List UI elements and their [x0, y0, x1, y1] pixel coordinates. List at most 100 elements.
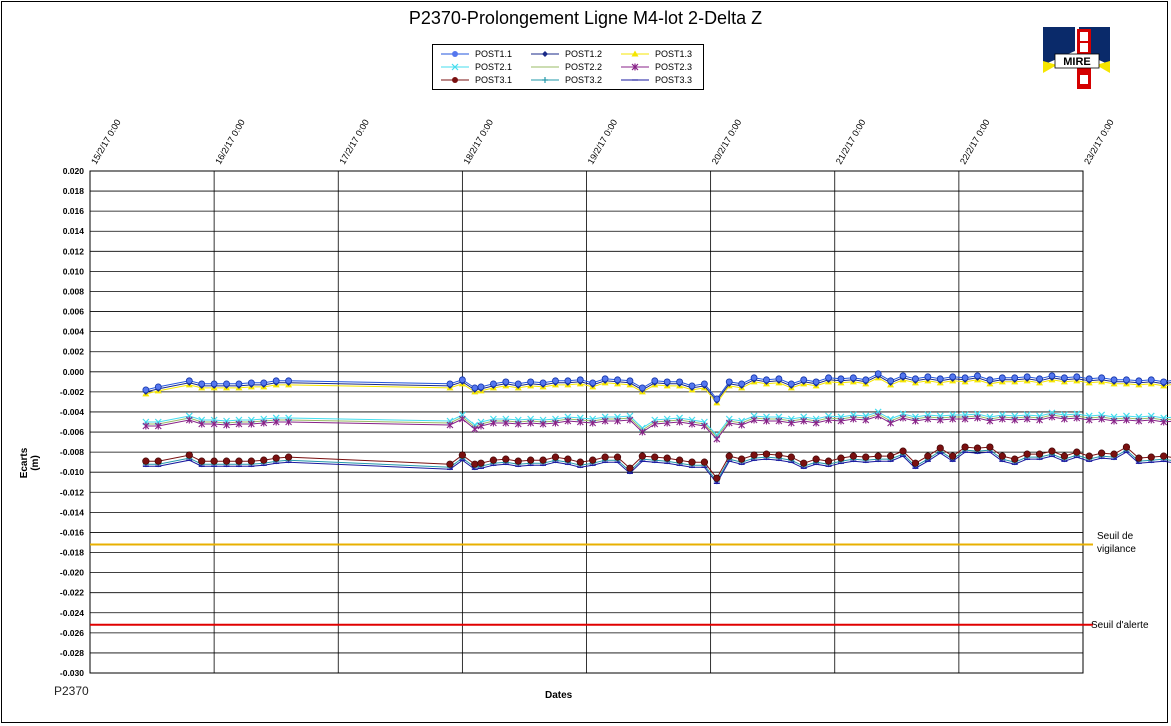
data-point-post3-1 — [911, 459, 920, 467]
data-point-post3-1 — [210, 457, 218, 465]
legend-swatch — [531, 77, 559, 83]
data-point-post1-1 — [552, 377, 559, 385]
legend-swatch — [441, 63, 469, 71]
data-point-post2-3 — [527, 419, 535, 427]
y-tick-label: 0.016 — [63, 206, 85, 216]
data-point-post2-3 — [713, 435, 721, 443]
x-tick-label: 19/2/17 0:00 — [586, 118, 620, 166]
data-point-post2-3 — [235, 420, 243, 428]
data-point-post3-1 — [800, 459, 808, 467]
data-point-post2-3 — [446, 421, 454, 429]
chart-title: P2370-Prolongement Ligne M4-lot 2-Delta … — [408, 8, 763, 28]
data-point-post3-1 — [651, 453, 659, 461]
data-point-post1-1 — [713, 395, 721, 403]
y-tick-label: 0.020 — [63, 166, 85, 176]
data-point-post3-1 — [235, 457, 243, 465]
data-point-post2-3 — [1048, 413, 1056, 421]
data-point-post1-1 — [862, 376, 870, 384]
data-point-post3-1 — [613, 453, 622, 461]
x-axis-title: Dates — [545, 690, 573, 701]
data-point-post1-1 — [825, 374, 832, 382]
data-point-post2-3 — [260, 419, 268, 427]
data-point-post3-1 — [551, 453, 560, 461]
data-point-post3-1 — [887, 452, 895, 460]
threshold-label-vigilance-line1: Seuil de — [1097, 531, 1134, 542]
data-point-post2-3 — [787, 419, 795, 427]
data-point-post1-1 — [185, 377, 193, 385]
data-point-post1-1 — [874, 370, 882, 378]
data-point-post1-1 — [912, 375, 919, 383]
data-point-post3-1 — [750, 451, 758, 459]
y-tick-label: 0.008 — [63, 286, 85, 296]
data-point-post3-1 — [713, 474, 721, 482]
data-point-post3-1 — [936, 444, 944, 452]
data-point-post3-1 — [1160, 452, 1168, 460]
data-point-post2-3 — [663, 419, 671, 427]
data-point-post2-3 — [1023, 415, 1031, 423]
data-point-post1-1 — [787, 380, 795, 388]
data-point-post3-1 — [1110, 450, 1118, 458]
data-point-post2-3 — [1036, 416, 1043, 424]
data-point-post1-1 — [142, 386, 150, 394]
data-point-post1-1 — [272, 377, 280, 385]
data-point-post2-3 — [874, 412, 882, 420]
y-tick-label: -0.002 — [60, 387, 84, 397]
legend-swatch — [621, 50, 649, 57]
y-tick-label: -0.012 — [60, 487, 84, 497]
data-point-post1-1 — [1098, 374, 1106, 382]
data-point-post1-1 — [849, 374, 857, 382]
data-point-post2-3 — [738, 421, 746, 429]
data-point-post2-3 — [601, 417, 609, 425]
data-point-post1-1 — [477, 383, 485, 391]
data-point-post3-1 — [986, 443, 994, 451]
data-point-post3-1 — [675, 456, 684, 464]
y-tick-label: -0.026 — [60, 628, 84, 638]
data-point-post2-3 — [936, 416, 944, 424]
data-point-post2-3 — [1135, 417, 1143, 425]
data-point-post3-1 — [477, 459, 485, 467]
data-point-post1-1 — [601, 375, 609, 383]
data-point-post2-3 — [638, 428, 646, 436]
data-point-post3-1 — [527, 456, 535, 464]
data-point-post2-3 — [154, 422, 162, 430]
data-point-post2-3 — [490, 419, 497, 427]
logo-text: MIRE — [1063, 56, 1091, 68]
legend-swatch — [621, 63, 649, 71]
data-point-post2-3 — [1110, 417, 1118, 425]
data-point-post1-1 — [1023, 373, 1031, 381]
data-point-post1-1 — [589, 379, 597, 387]
data-point-post2-3 — [688, 420, 696, 428]
data-point-post3-1 — [1011, 455, 1019, 463]
data-point-post2-3 — [285, 418, 292, 426]
x-tick-label: 20/2/17 0:00 — [710, 118, 744, 166]
data-point-post1-1 — [1160, 378, 1168, 386]
data-point-post2-3 — [210, 420, 218, 428]
y-axis-title: Ecarts (m) — [19, 447, 41, 479]
data-point-post3-1 — [824, 457, 833, 465]
y-tick-label: -0.016 — [60, 527, 84, 537]
y-tick-label: 0.000 — [63, 367, 85, 377]
data-point-post3-1 — [626, 464, 634, 472]
data-point-post3-1 — [775, 451, 783, 459]
data-point-post2-3 — [912, 417, 919, 425]
legend-label: POST2.3 — [655, 62, 693, 72]
y-tick-label: -0.018 — [60, 548, 84, 558]
data-point-post2-3 — [247, 420, 255, 428]
data-point-post1-1 — [446, 380, 454, 388]
data-point-post1-1 — [638, 384, 646, 392]
data-point-post2-3 — [1073, 414, 1081, 422]
data-point-post3-1 — [471, 460, 479, 468]
data-point-post2-3 — [924, 415, 932, 423]
data-point-post2-3 — [725, 419, 733, 427]
data-point-post3-1 — [489, 456, 498, 464]
data-point-post2-3 — [626, 416, 634, 424]
x-tick-label: 17/2/17 0:00 — [337, 118, 371, 166]
data-point-post2-3 — [564, 417, 572, 425]
data-point-post1-1 — [285, 377, 293, 385]
data-point-post1-1 — [1135, 377, 1143, 385]
data-point-post2-3 — [198, 420, 206, 428]
data-point-post1-1 — [986, 376, 994, 384]
data-point-post2-3 — [837, 417, 845, 425]
